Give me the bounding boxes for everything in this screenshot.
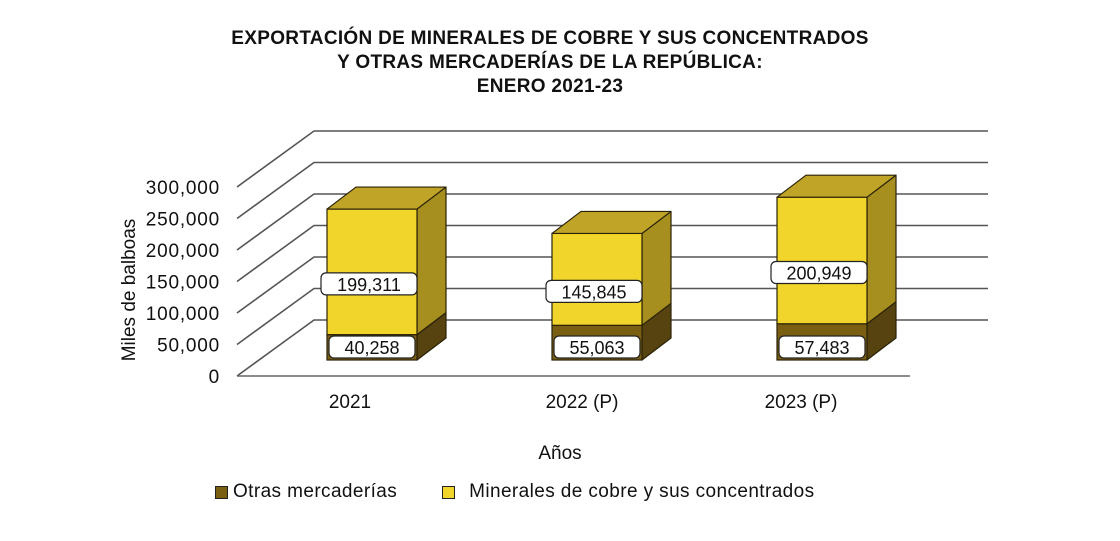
gridline — [236, 256, 988, 314]
bar-stack: 57,483 200,949 — [770, 174, 897, 361]
bar-side — [416, 186, 447, 336]
legend-item-minerales: Minerales de cobre y sus concentrados — [442, 481, 814, 503]
data-label-text: 55,063 — [569, 338, 624, 358]
data-label: 40,258 — [328, 335, 416, 359]
data-label-box — [553, 335, 641, 359]
data-label-text: 145,845 — [561, 282, 626, 302]
data-label-box — [328, 335, 416, 359]
y-axis-label: Miles de balboas — [119, 218, 140, 362]
legend-label-minerales: Minerales de cobre y sus concentrados — [469, 481, 815, 502]
bar-stack: 40,258 199,311 — [320, 186, 447, 361]
legend-swatch-minerales — [442, 485, 456, 499]
x-tick-label: 2022 (P) — [546, 392, 619, 413]
data-label: 57,483 — [778, 335, 866, 359]
gridline — [236, 224, 988, 283]
chart-title: EXPORTACIÓN DE MINERALES DE COBRE Y SUS … — [0, 27, 1100, 99]
data-label: 200,949 — [770, 260, 868, 285]
bar-segment — [326, 208, 418, 336]
data-label: 145,845 — [545, 279, 643, 303]
data-label: 199,311 — [320, 272, 418, 296]
y-tick-label: 200,000 — [146, 241, 220, 262]
legend: Otras mercaderías Minerales de cobre y s… — [215, 481, 815, 503]
legend-swatch-otras — [215, 485, 228, 499]
y-tick-label: 150,000 — [146, 273, 220, 294]
data-label-text: 199,311 — [337, 275, 401, 295]
bar-segment — [776, 196, 868, 325]
x-tick-label: 2021 — [329, 392, 371, 413]
legend-label-otras: Otras mercaderías — [233, 481, 398, 502]
data-label: 55,063 — [553, 335, 641, 359]
bar-top — [326, 186, 447, 210]
legend-item-otras: Otras mercaderías — [215, 481, 397, 503]
chart-title-line-1: EXPORTACIÓN DE MINERALES DE COBRE Y SUS … — [231, 28, 869, 49]
y-tick-label: 250,000 — [146, 210, 220, 231]
x-tick-labels: 2021 2022 (P) 2023 (P) — [329, 392, 838, 413]
gridline — [236, 319, 988, 377]
chart-title-line-3: ENERO 2021-23 — [476, 76, 624, 97]
chart-title-line-2: Y OTRAS MERCADERÍAS DE LA REPÚBLICA: — [337, 52, 763, 73]
data-label-text: 57,483 — [794, 338, 849, 358]
bar-top — [776, 174, 897, 198]
data-label-box — [778, 335, 866, 359]
gridline — [236, 193, 988, 251]
y-tick-label: 0 — [209, 367, 220, 388]
data-label-text: 200,949 — [786, 263, 851, 283]
bar-side — [866, 174, 897, 325]
gridline — [236, 161, 988, 220]
bar-segment — [551, 232, 643, 326]
bars: 40,258 199,311 55,063 145,845 57,483 200,949 — [320, 174, 897, 361]
bar-stack: 55,063 145,845 — [545, 210, 672, 361]
x-axis-label: Años — [538, 443, 582, 464]
y-tick-label: 100,000 — [146, 304, 220, 325]
data-label-box — [770, 260, 868, 285]
gridline — [236, 287, 988, 346]
bar-top — [551, 210, 672, 235]
data-label-text: 40,258 — [344, 338, 399, 358]
y-tick-labels: 0 50,000 100,000 150,000 200,000 250,000 300,0… — [146, 178, 220, 388]
x-tick-label: 2023 (P) — [765, 392, 838, 413]
gridline — [236, 130, 988, 188]
data-label-box — [545, 279, 643, 303]
y-tick-label: 50,000 — [157, 336, 220, 357]
grid-lines — [236, 130, 988, 377]
data-label-box — [320, 272, 418, 296]
y-tick-label: 300,000 — [146, 178, 220, 199]
